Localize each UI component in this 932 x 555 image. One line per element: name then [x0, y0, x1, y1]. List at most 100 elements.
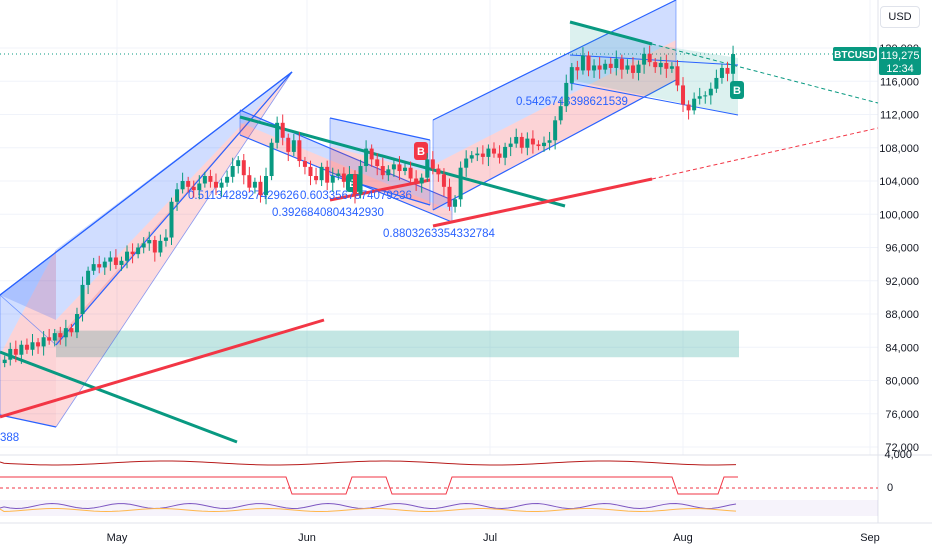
candle-body[interactable] [542, 142, 547, 147]
candle-body[interactable] [564, 82, 569, 107]
candle-body[interactable] [480, 153, 485, 157]
candle-body[interactable] [63, 328, 68, 338]
candle-body[interactable] [108, 257, 113, 262]
candle-body[interactable] [341, 173, 346, 182]
candle-body[interactable] [325, 166, 330, 183]
candle-body[interactable] [575, 67, 580, 71]
currency-button[interactable]: USD [880, 6, 920, 28]
candle-body[interactable] [658, 62, 663, 68]
sell-marker[interactable] [414, 142, 428, 160]
candle-body[interactable] [319, 166, 324, 181]
candle-body[interactable] [475, 153, 480, 156]
candle-body[interactable] [230, 166, 235, 177]
candle-body[interactable] [247, 175, 252, 188]
candle-body[interactable] [642, 53, 647, 65]
drawings-layer[interactable]: 0.5113428927429626 0.6033567874079236 0.39… [0, 0, 879, 444]
candle-body[interactable] [141, 243, 146, 248]
candle-body[interactable] [208, 176, 213, 182]
candle-body[interactable] [458, 167, 463, 200]
candle-body[interactable] [219, 182, 224, 188]
candle-body[interactable] [80, 284, 85, 314]
candle-body[interactable] [430, 159, 435, 169]
candle-body[interactable] [2, 359, 7, 364]
candle-body[interactable] [625, 65, 630, 70]
candle-body[interactable] [436, 168, 441, 175]
candle-body[interactable] [703, 95, 708, 97]
candle-body[interactable] [8, 348, 13, 360]
candle-body[interactable] [24, 344, 29, 350]
candle-body[interactable] [603, 63, 608, 70]
candle-body[interactable] [681, 85, 686, 105]
candle-body[interactable] [619, 58, 624, 70]
fib-level-label[interactable]: 0.3926840804342930 [272, 207, 384, 219]
candle-body[interactable] [191, 186, 196, 191]
candle-body[interactable] [125, 251, 130, 261]
candle-body[interactable] [414, 178, 419, 184]
candle-body[interactable] [508, 143, 513, 147]
candle-body[interactable] [258, 181, 263, 196]
candle-body[interactable] [441, 174, 446, 187]
candle-body[interactable] [264, 176, 269, 196]
candle-body[interactable] [308, 166, 313, 177]
candle-body[interactable] [553, 120, 558, 141]
candle-body[interactable] [714, 77, 719, 89]
candle-body[interactable] [130, 251, 135, 255]
candle-body[interactable] [314, 176, 319, 181]
fib-level-label[interactable]: 0.5426743398621539 [516, 96, 628, 108]
candle-body[interactable] [464, 158, 469, 168]
candle-body[interactable] [86, 270, 91, 285]
candle-body[interactable] [147, 240, 152, 244]
candle-body[interactable] [186, 181, 191, 187]
candle-body[interactable] [675, 66, 680, 86]
candle-body[interactable] [636, 64, 641, 73]
candle-body[interactable] [525, 138, 530, 148]
candle-body[interactable] [136, 247, 141, 255]
candle-body[interactable] [225, 176, 230, 183]
candle-body[interactable] [447, 186, 452, 207]
candle-body[interactable] [47, 337, 52, 341]
candle-body[interactable] [158, 240, 163, 253]
candle-body[interactable] [580, 55, 585, 71]
candle-body[interactable] [530, 138, 535, 145]
candle-body[interactable] [113, 257, 118, 265]
candle-body[interactable] [397, 164, 402, 172]
candle-body[interactable] [30, 342, 35, 350]
candle-body[interactable] [686, 104, 691, 111]
time-axis[interactable]: May Jun Jul Aug Sep [107, 532, 880, 544]
candle-body[interactable] [592, 65, 597, 71]
candle-body[interactable] [380, 166, 385, 176]
candle-body[interactable] [419, 177, 424, 184]
candle-body[interactable] [275, 122, 280, 143]
candle-body[interactable] [52, 333, 57, 341]
candle-body[interactable] [252, 181, 257, 188]
candle-body[interactable] [241, 160, 246, 176]
candle-body[interactable] [269, 142, 274, 177]
candle-body[interactable] [408, 167, 413, 179]
candle-body[interactable] [547, 140, 552, 143]
candle-body[interactable] [19, 344, 24, 355]
candle-body[interactable] [180, 181, 185, 190]
candle-body[interactable] [102, 261, 107, 268]
candle-body[interactable] [597, 65, 602, 70]
candle-body[interactable] [647, 53, 652, 63]
candle-body[interactable] [586, 55, 591, 71]
candle-body[interactable] [403, 167, 408, 172]
candle-body[interactable] [297, 140, 302, 162]
fib-level-label[interactable]: 0.8803263354332784 [383, 228, 496, 240]
candle-body[interactable] [558, 106, 563, 121]
candle-body[interactable] [519, 136, 524, 148]
candle-body[interactable] [497, 153, 502, 158]
candle-body[interactable] [330, 176, 335, 183]
candle-body[interactable] [74, 314, 79, 333]
candle-body[interactable] [163, 237, 168, 241]
candle-body[interactable] [569, 67, 574, 83]
candle-body[interactable] [36, 342, 41, 347]
candle-body[interactable] [175, 189, 180, 202]
candle-body[interactable] [630, 65, 635, 73]
candle-body[interactable] [280, 122, 285, 138]
candles-layer[interactable] [2, 45, 736, 368]
candle-body[interactable] [719, 67, 724, 78]
candle-body[interactable] [725, 67, 730, 74]
candle-body[interactable] [653, 62, 658, 68]
candle-body[interactable] [708, 88, 713, 96]
